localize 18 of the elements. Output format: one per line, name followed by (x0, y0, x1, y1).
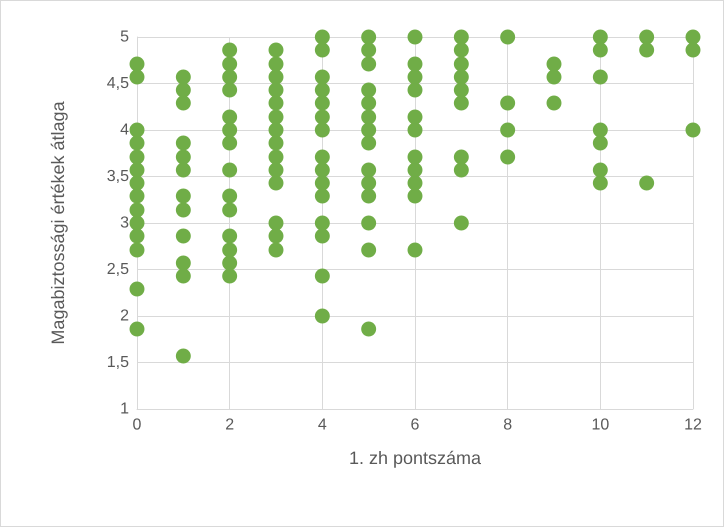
y-tick-label: 4,5 (106, 75, 130, 92)
y-tick-label: 1,5 (106, 354, 130, 371)
y-tick-label: 4 (120, 122, 130, 138)
y-tick-label: 1 (120, 400, 130, 418)
y-tick-label: 3,5 (106, 168, 130, 185)
y-tick-label: 2,5 (106, 261, 130, 278)
y-tick-label: 3 (120, 214, 130, 232)
x-tick-label: 4 (318, 416, 327, 434)
x-tick-label: 0 (132, 416, 142, 434)
y-tick-label: 2 (120, 308, 130, 324)
x-tick-label: 8 (503, 416, 512, 434)
x-tick-label: 12 (684, 416, 702, 434)
x-axis-title: 1. zh pontszáma (348, 448, 482, 468)
x-tick-label: 10 (591, 416, 610, 434)
x-tick-label: 6 (410, 416, 420, 434)
y-axis-title: Magabiztossági értékek átlaga (48, 100, 68, 345)
x-tick-label: 2 (225, 416, 234, 434)
y-tick-label: 5 (120, 28, 130, 46)
